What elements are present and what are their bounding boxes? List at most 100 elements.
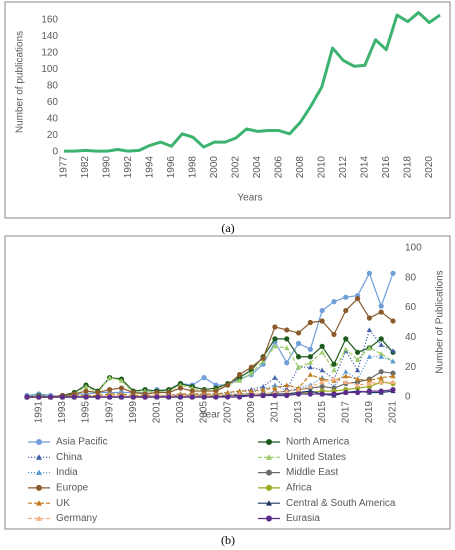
marker bbox=[142, 394, 148, 400]
marker bbox=[319, 318, 325, 324]
y-tick-label: 0 bbox=[405, 392, 411, 403]
marker bbox=[307, 346, 313, 352]
y-tick-label: 100 bbox=[41, 64, 58, 75]
marker bbox=[225, 394, 231, 400]
marker bbox=[307, 391, 313, 397]
marker bbox=[366, 380, 372, 386]
x-tick-label: 2004 bbox=[252, 156, 263, 179]
marker bbox=[272, 324, 278, 330]
marker bbox=[366, 315, 372, 321]
legend-label: Central & South America bbox=[286, 498, 396, 509]
marker bbox=[366, 270, 372, 276]
legend-marker bbox=[36, 500, 42, 506]
marker bbox=[260, 392, 266, 399]
marker bbox=[177, 385, 184, 391]
marker bbox=[166, 394, 172, 400]
marker bbox=[284, 360, 290, 366]
marker bbox=[331, 376, 337, 382]
y-tick-label: 160 bbox=[41, 15, 58, 26]
marker bbox=[272, 343, 278, 349]
marker bbox=[366, 378, 372, 383]
x-tick-label: 2016 bbox=[381, 156, 392, 179]
marker bbox=[130, 394, 136, 400]
marker bbox=[95, 394, 101, 400]
panel-b-frame bbox=[4, 235, 451, 530]
x-tick-label: 2009 bbox=[246, 401, 257, 424]
marker bbox=[319, 391, 325, 397]
marker bbox=[177, 394, 184, 400]
marker bbox=[118, 378, 125, 383]
y-tick-label: 120 bbox=[41, 48, 58, 59]
legend-marker bbox=[266, 439, 272, 445]
y-tick-label: 80 bbox=[405, 272, 417, 283]
marker bbox=[319, 343, 325, 349]
x-tick-label: 2017 bbox=[340, 401, 351, 424]
x-tick-label: 2014 bbox=[359, 156, 370, 179]
marker bbox=[236, 378, 243, 383]
marker bbox=[107, 386, 113, 393]
marker bbox=[343, 369, 349, 374]
marker bbox=[295, 364, 302, 370]
marker bbox=[284, 336, 290, 342]
x-tick-label: 2018 bbox=[402, 156, 413, 179]
marker bbox=[189, 388, 195, 394]
legend-label: North America bbox=[286, 437, 350, 448]
y-tick-label: 100 bbox=[405, 243, 422, 254]
legend-label: United States bbox=[286, 452, 346, 463]
legend-label: Eurasia bbox=[286, 513, 320, 524]
marker bbox=[331, 361, 337, 367]
marker bbox=[343, 373, 349, 379]
marker bbox=[366, 345, 372, 350]
legend-marker bbox=[36, 454, 42, 460]
marker bbox=[319, 379, 325, 385]
x-tick-label: 2011 bbox=[270, 401, 281, 423]
marker bbox=[390, 373, 396, 379]
marker bbox=[378, 379, 384, 385]
x-tick-label: 2012 bbox=[338, 156, 349, 179]
x-tick-label: 1996 bbox=[166, 156, 177, 179]
marker bbox=[390, 379, 396, 385]
marker bbox=[225, 382, 231, 388]
marker bbox=[307, 319, 313, 326]
x-tick-label: 2000 bbox=[209, 156, 220, 179]
marker bbox=[343, 307, 349, 314]
y-tick-label: 60 bbox=[47, 97, 59, 108]
marker bbox=[272, 382, 278, 388]
legend-label: Asia Pacific bbox=[56, 437, 108, 448]
x-tick-label: 1994 bbox=[145, 156, 156, 179]
marker bbox=[83, 383, 89, 389]
marker bbox=[48, 394, 54, 400]
marker bbox=[201, 394, 207, 400]
legend-marker bbox=[36, 439, 42, 445]
marker bbox=[354, 357, 361, 362]
marker bbox=[331, 391, 337, 397]
marker bbox=[284, 382, 290, 388]
marker bbox=[24, 394, 30, 400]
marker bbox=[260, 358, 266, 364]
x-tick-label: 2006 bbox=[273, 156, 284, 179]
marker bbox=[307, 360, 313, 365]
caption-a: (a) bbox=[221, 221, 234, 235]
marker bbox=[319, 383, 325, 390]
x-tick-label: 1995 bbox=[81, 401, 92, 424]
marker bbox=[83, 394, 89, 400]
panel-a-frame bbox=[4, 1, 451, 219]
x-tick-label: 2015 bbox=[317, 401, 328, 424]
marker bbox=[59, 394, 66, 400]
legend-label: UK bbox=[56, 498, 70, 509]
y-tick-label: 60 bbox=[405, 302, 417, 313]
y-tick-label: 0 bbox=[52, 147, 58, 158]
marker bbox=[295, 330, 302, 336]
x-tick-label: 2001 bbox=[152, 401, 163, 424]
marker bbox=[331, 331, 337, 338]
x-axis-title: Year bbox=[200, 410, 221, 421]
marker bbox=[295, 354, 302, 360]
x-tick-label: 1977 bbox=[59, 156, 70, 179]
legend-label: Africa bbox=[286, 483, 312, 494]
marker bbox=[284, 392, 290, 399]
legend-marker bbox=[266, 469, 272, 476]
x-axis-title: Years bbox=[237, 193, 262, 204]
marker bbox=[130, 389, 136, 396]
